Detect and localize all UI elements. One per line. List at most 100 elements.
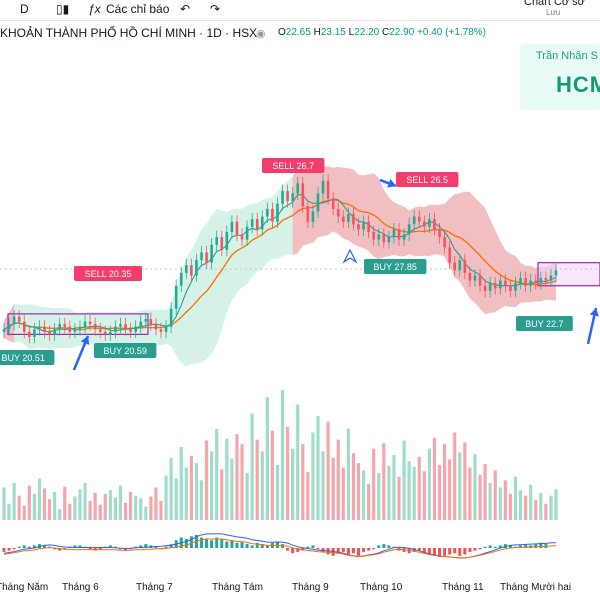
macd-histogram-bar: [43, 545, 47, 548]
save-label[interactable]: Lưu: [546, 8, 561, 17]
macd-histogram-bar: [245, 544, 249, 548]
volume-bar: [458, 452, 462, 520]
x-axis-label: Tháng Mười hai: [500, 582, 571, 593]
volume-bar: [139, 498, 143, 520]
volume-bar: [47, 499, 52, 520]
volume-bar: [159, 501, 163, 520]
candle-body: [17, 316, 21, 322]
macd-histogram-bar: [17, 546, 21, 548]
indicators-button[interactable]: Các chỉ báo: [106, 2, 170, 16]
candle-body: [387, 237, 391, 243]
undo-icon[interactable]: ↶: [180, 2, 191, 16]
candle-body: [554, 270, 558, 276]
volume-bar: [326, 421, 330, 520]
chart-base-button[interactable]: Chart Cơ sở: [524, 0, 585, 8]
volume-bar: [225, 438, 229, 520]
macd-histogram-bar: [265, 545, 269, 548]
macd-histogram-bar: [32, 545, 36, 548]
macd-histogram-bar: [275, 541, 279, 548]
volume-bar: [240, 444, 244, 520]
volume-bar: [73, 496, 77, 520]
macd-histogram-bar: [108, 545, 112, 548]
macd-histogram-bar: [124, 548, 128, 551]
volume-bar: [397, 476, 401, 520]
volume-bar: [280, 390, 285, 520]
signal-badge: [262, 158, 325, 173]
candle-body: [407, 224, 411, 235]
candle-body: [331, 198, 335, 209]
candle-body: [458, 260, 462, 271]
candle-body: [316, 193, 320, 212]
interval-button[interactable]: D: [20, 2, 29, 16]
macd-histogram-bar: [53, 548, 57, 550]
volume-bar: [194, 463, 199, 520]
symbol-title[interactable]: KHOẢN THÀNH PHỐ HỒ CHÍ MINH · 1D · HSX: [0, 26, 258, 40]
candle-body: [306, 206, 310, 222]
macd-histogram-bar: [220, 538, 224, 548]
candle-body: [63, 324, 67, 327]
candle-body: [296, 183, 300, 194]
candle-body: [43, 326, 46, 332]
candle-body: [33, 329, 36, 337]
candles-icon[interactable]: ▯▮: [56, 2, 70, 16]
candle-body: [22, 321, 26, 332]
volume-bar: [306, 472, 310, 520]
macd-histogram-bar: [483, 546, 487, 548]
macd-histogram-bar: [519, 545, 523, 548]
eye-icon[interactable]: ◉: [256, 28, 266, 40]
macd-histogram-bar: [235, 542, 239, 548]
indicators-icon[interactable]: ƒx: [88, 2, 101, 16]
macd-histogram-bar: [362, 548, 366, 552]
volume-bar: [164, 475, 168, 520]
x-axis-label: Tháng Tám: [212, 582, 263, 593]
volume-bar: [361, 470, 366, 520]
volume-bar: [508, 493, 513, 520]
volume-bar: [169, 457, 173, 520]
redo-icon[interactable]: ↷: [210, 2, 221, 16]
candle-body: [539, 278, 543, 284]
macd-histogram-bar: [230, 540, 234, 548]
macd-histogram-bar: [73, 545, 77, 548]
macd-histogram-bar: [154, 546, 158, 548]
macd-histogram-bar: [169, 544, 173, 548]
candle-body: [144, 319, 148, 322]
candle-body: [534, 280, 538, 284]
volume-bar: [149, 496, 153, 520]
volume-bar: [448, 459, 452, 520]
candle-body: [453, 262, 457, 271]
top-toolbar: D ▯▮ ƒx Các chỉ báo ↶ ↷ Chart Cơ sở Lưu: [0, 0, 600, 21]
candle-body: [240, 234, 244, 240]
macd-histogram-bar: [438, 548, 442, 558]
candle-body: [169, 308, 173, 327]
volume-bar: [134, 495, 138, 520]
volume-bar: [235, 434, 239, 520]
volume-bar: [260, 451, 264, 520]
volume-bar: [220, 469, 224, 520]
macd-histogram-bar: [387, 545, 391, 548]
candle-body: [357, 224, 360, 230]
brand-watermark: Trần Nhân S HCM: [520, 44, 600, 110]
volume-bar: [78, 489, 82, 520]
candle-body: [245, 226, 249, 240]
volume-bar: [37, 478, 42, 520]
signal-label: SELL 26.5: [406, 175, 448, 185]
candle-body: [291, 193, 294, 202]
close-value: 22.90: [389, 27, 415, 38]
candle-body: [73, 329, 77, 332]
volume-bar: [103, 493, 107, 520]
x-axis-label: Tháng 11: [442, 582, 484, 593]
signal-label: BUY 22.7: [525, 319, 563, 329]
macd-histogram-bar: [453, 548, 457, 554]
macd-histogram-bar: [22, 545, 26, 548]
macd-histogram-bar: [443, 548, 447, 556]
macd-histogram-bar: [508, 545, 512, 548]
volume-bar: [63, 486, 67, 520]
buy-arrow-1-head: [80, 336, 90, 345]
volume-bar: [123, 502, 128, 520]
volume-bar: [316, 416, 320, 520]
volume-bar: [174, 478, 178, 520]
candle-body: [174, 285, 178, 309]
volume-bar: [417, 456, 421, 520]
macd-histogram-bar: [316, 548, 320, 550]
